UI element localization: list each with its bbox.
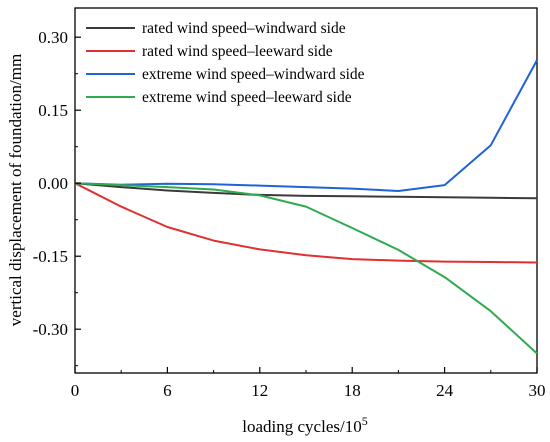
plot-border bbox=[74, 7, 538, 374]
x-tick-label: 12 bbox=[251, 381, 268, 400]
y-tick-label: 0.30 bbox=[38, 28, 68, 47]
series-line-1 bbox=[74, 182, 538, 200]
ticks-layer: 0 6 12 18 24 30 0.30 0.15 0.00 -0.15 -0.30 bbox=[33, 28, 546, 400]
series-line-2 bbox=[74, 182, 538, 264]
x-tick-label: 18 bbox=[344, 381, 361, 400]
x-tick-label: 6 bbox=[163, 381, 172, 400]
series-line-4 bbox=[74, 182, 538, 355]
legend-label-3: extreme wind speed–windward side bbox=[142, 66, 365, 83]
y-tick-label: 0.15 bbox=[38, 101, 68, 120]
y-tick-label: -0.30 bbox=[33, 320, 68, 339]
y-axis-title: vertical displacement of foundation/mm bbox=[6, 54, 25, 326]
y-tick-label: 0.00 bbox=[38, 174, 68, 193]
x-tick-label: 24 bbox=[436, 381, 454, 400]
legend-label-2: rated wind speed–leeward side bbox=[142, 43, 333, 60]
x-axis-title: loading cycles/105 bbox=[242, 414, 367, 436]
plot-frame bbox=[74, 7, 538, 374]
series-layer bbox=[74, 59, 538, 355]
x-tick-label: 30 bbox=[529, 381, 546, 400]
legend-label-4: extreme wind speed–leeward side bbox=[142, 89, 352, 106]
legend: rated wind speed–windward side rated wind… bbox=[86, 20, 365, 106]
series-line-3 bbox=[74, 59, 538, 192]
legend-label-1: rated wind speed–windward side bbox=[142, 20, 346, 37]
x-tick-label: 0 bbox=[71, 381, 80, 400]
y-tick-label: -0.15 bbox=[33, 247, 68, 266]
